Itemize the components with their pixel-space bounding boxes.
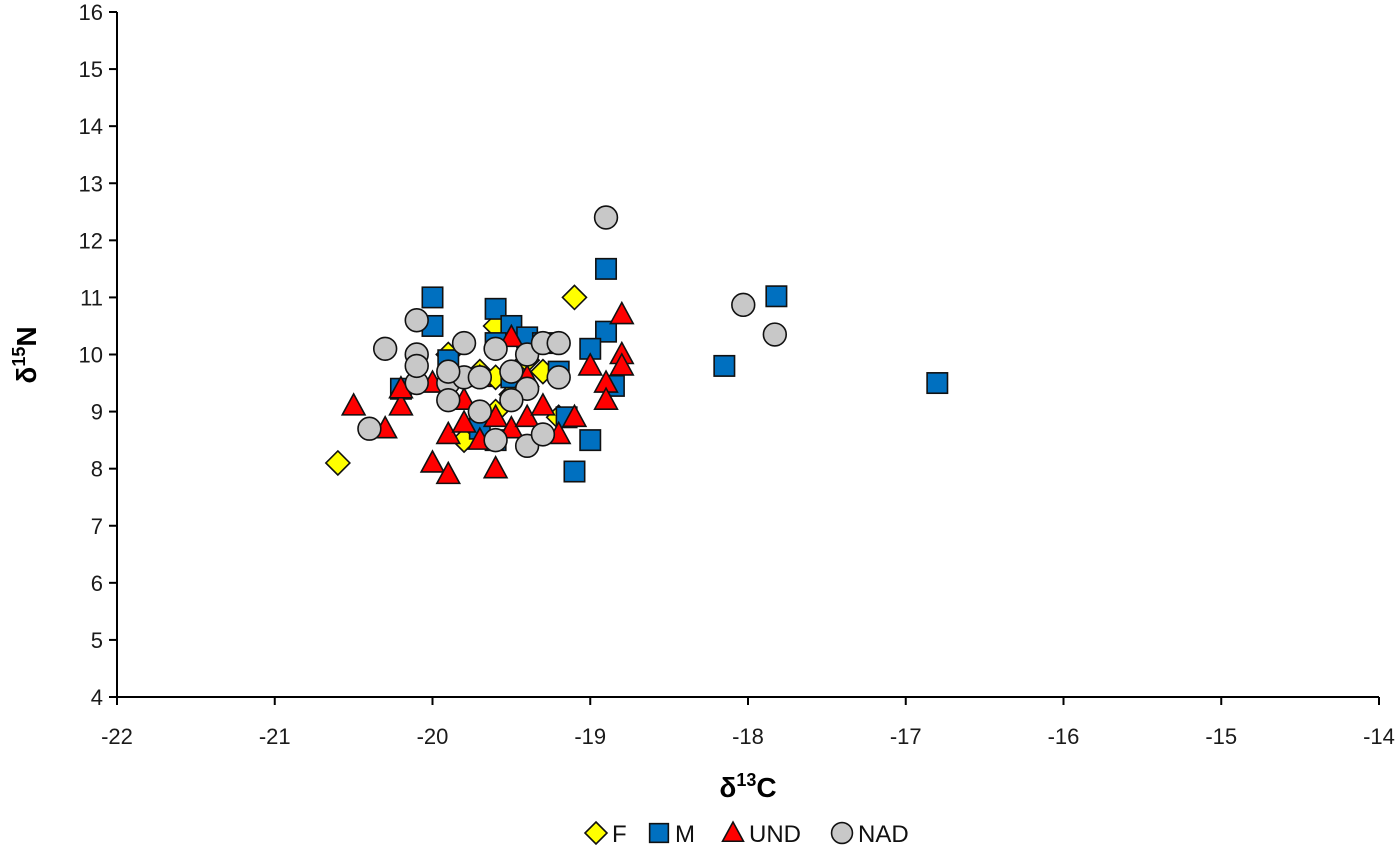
x-tick-label: -21 <box>259 724 291 749</box>
point-und <box>561 403 588 428</box>
point-und <box>340 392 367 416</box>
y-tick-label: 16 <box>79 0 103 25</box>
data-points <box>324 205 949 485</box>
point-nad <box>357 416 382 441</box>
point-nad <box>436 387 461 413</box>
point-nad <box>546 330 571 356</box>
legend-label-und: UND <box>749 821 801 846</box>
point-nad <box>451 330 477 356</box>
point-nad <box>593 205 619 230</box>
legend-marker-und <box>721 820 745 843</box>
x-axis-title: δ13C <box>719 770 776 803</box>
point-nad <box>530 422 556 447</box>
y-tick-label: 15 <box>79 57 103 82</box>
point-und <box>482 454 509 479</box>
point-m <box>579 429 602 452</box>
point-f <box>561 284 588 311</box>
point-nad <box>467 365 493 390</box>
x-tick-label: -19 <box>574 724 606 749</box>
point-und <box>577 352 603 376</box>
point-nad <box>499 359 524 384</box>
point-und <box>609 300 635 325</box>
point-nad <box>404 308 429 333</box>
point-und <box>435 420 462 445</box>
x-tick-label: -18 <box>732 724 764 749</box>
x-tick-label: -14 <box>1363 724 1395 749</box>
point-nad <box>436 359 461 384</box>
x-tick-label: -22 <box>101 724 133 749</box>
y-tick-label: 11 <box>80 285 103 310</box>
point-nad <box>404 353 429 379</box>
point-m <box>926 372 949 395</box>
point-nad <box>483 427 508 453</box>
y-tick-label: 4 <box>91 685 103 710</box>
point-nad <box>372 336 398 361</box>
point-m <box>563 460 586 483</box>
point-und <box>514 403 540 428</box>
point-m <box>595 257 618 280</box>
legend-marker-f <box>583 820 609 846</box>
series-nad <box>357 205 788 459</box>
point-m <box>595 320 618 343</box>
point-und <box>435 460 462 485</box>
x-tick-label: -20 <box>417 724 449 749</box>
point-m <box>484 297 507 320</box>
y-tick-label: 14 <box>79 114 103 139</box>
y-tick-label: 5 <box>91 628 103 653</box>
x-tick-label: -15 <box>1205 724 1237 749</box>
point-nad <box>546 365 571 390</box>
point-und <box>498 415 525 439</box>
y-tick-label: 7 <box>91 514 103 539</box>
legend-label-m: M <box>675 821 695 846</box>
y-tick-label: 13 <box>79 171 103 196</box>
legend-marker-nad <box>830 821 854 845</box>
point-m <box>713 354 736 377</box>
point-nad <box>762 322 788 347</box>
y-tick-label: 9 <box>91 400 103 425</box>
point-nad <box>483 336 508 361</box>
point-nad <box>499 387 524 413</box>
x-tick-label: -16 <box>1048 724 1080 749</box>
point-nad <box>731 292 756 318</box>
point-und <box>593 386 619 410</box>
legend-label-nad: NAD <box>858 821 909 846</box>
point-und <box>498 323 525 348</box>
point-und <box>388 392 414 416</box>
point-und <box>609 352 635 376</box>
y-tick-label: 10 <box>79 343 103 368</box>
point-und <box>419 449 446 473</box>
axes: 4 5 6 7 8 9 10 11 12 13 14 15 16 -22 -21 -20 -19 -18 -17 -1… <box>79 0 1395 749</box>
legend-marker-m <box>648 822 670 844</box>
y-tick-label: 8 <box>91 457 103 482</box>
x-tick-label: -17 <box>890 724 922 749</box>
point-nad <box>467 399 493 424</box>
point-f <box>324 449 351 477</box>
point-und <box>451 409 477 433</box>
y-axis-title: δ15N <box>9 326 42 383</box>
y-tick-label: 6 <box>91 571 103 596</box>
point-m <box>765 285 788 308</box>
legend-label-f: F <box>612 821 627 846</box>
point-m <box>421 286 444 309</box>
legend: F M UND NAD <box>583 820 909 846</box>
point-und <box>530 392 556 416</box>
y-tick-label: 12 <box>79 228 103 253</box>
